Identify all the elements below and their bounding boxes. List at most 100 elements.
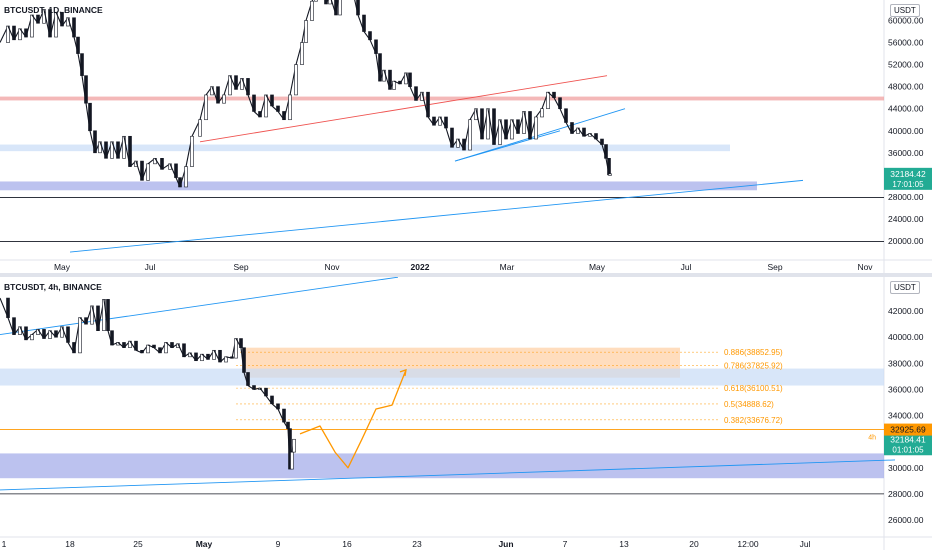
price-segment [325,0,329,5]
candle [6,25,10,43]
daily-chart-pane[interactable]: 20000.0024000.0028000.0032000.0036000.00… [0,0,932,273]
candle [30,14,34,38]
marked-price-box [884,423,932,436]
candle [426,91,430,118]
zone-resistance-zone [0,368,884,386]
candle [276,403,280,410]
last-price-box [884,167,932,190]
currency-button[interactable]: USDT [890,4,920,17]
candle [93,130,97,154]
candle [76,36,80,54]
y-tick-label: 30000.00 [888,463,924,473]
y-tick-label: 38000.00 [888,358,924,368]
candle [264,387,268,397]
x-tick-label: 7 [563,539,568,549]
y-tick-label: 36000.00 [888,148,924,158]
candle [604,144,608,159]
daily-chart-title: BTCUSDT, 1D, BINANCE [4,5,103,15]
candle [368,31,372,41]
y-tick-label: 42000.00 [888,306,924,316]
candle [216,86,220,104]
y-tick-label: 28000.00 [888,489,924,499]
candle [540,108,544,118]
x-tick-label: 9 [276,539,281,549]
candle [328,0,332,5]
x-tick-label: Jul [145,262,156,272]
4h-chart-canvas[interactable]: 0.886(38852.95) 0.786(37825.92) 0.618(3610… [0,276,932,550]
daily-chart-canvas[interactable]: 20000.0024000.0028000.0032000.0036000.00… [0,0,932,273]
x-tick-label: 13 [619,539,629,549]
candle [174,163,178,178]
candle [314,0,318,2]
fib-label-0: 0.886(38852.95) [724,348,783,357]
y-tick-label: 36000.00 [888,384,924,394]
candle [80,53,84,76]
x-tick-label: Nov [857,262,873,272]
candle [546,91,550,110]
candle [290,451,294,470]
x-tick-label: Sep [767,262,782,272]
last-price-box [884,433,932,456]
blue-channel-low [454,130,561,162]
candle [242,347,246,373]
candle [276,105,280,112]
x-tick-label: 25 [133,539,143,549]
candle [468,119,472,151]
last-price-label: 32184.41 [890,434,926,444]
candle [288,94,292,121]
y-tick-label: 20000.00 [888,236,924,246]
candle [88,102,92,132]
candle [300,42,304,65]
last-price-label: 32184.42 [890,169,926,179]
x-tick-label: May [196,539,213,549]
candle [48,9,52,38]
candle [212,349,216,360]
candle [608,173,612,176]
blue-channel [454,108,626,162]
candle [66,326,70,343]
candle [552,91,556,98]
price-segment [335,0,339,16]
candle [96,305,100,331]
long-trendline [69,179,804,253]
candle [310,0,314,21]
y-tick-label: 44000.00 [888,104,924,114]
x-tick-label: May [54,262,71,272]
fib-label-3: 0.5(34888.62) [724,400,774,409]
projection-path [299,369,407,469]
x-tick-label: Nov [324,262,340,272]
candle [224,356,228,363]
candle [286,421,290,429]
candle [292,438,296,453]
candle [600,138,604,145]
candle [24,326,28,341]
candle [294,64,298,96]
x-tick-label: Jul [800,539,811,549]
candle [534,116,538,140]
x-tick-label: 2022 [411,262,430,272]
4h-chart-pane[interactable]: 0.886(38852.95) 0.786(37825.92) 0.618(3610… [0,276,932,550]
candle [146,163,150,181]
candle [356,0,360,16]
candle [264,94,268,118]
candle [78,317,82,354]
candle [246,78,250,96]
candle [160,158,164,170]
x-tick-label: Jul [681,262,692,272]
candle [60,11,64,27]
currency-button-4h[interactable]: USDT [890,281,920,294]
y-tick-label: 52000.00 [888,60,924,70]
candle [558,97,562,110]
y-tick-label: 56000.00 [888,38,924,48]
red-trendline [199,75,608,143]
y-tick-label: 34000.00 [888,411,924,421]
candle [408,72,412,87]
candle [444,116,448,129]
candle [362,14,366,32]
candle [218,349,222,363]
candle [239,338,243,348]
pane-divider[interactable] [0,273,932,277]
projection-arrow [399,368,407,376]
candle [128,135,132,167]
4h-chart-title: BTCUSDT, 4h, BINANCE [4,282,102,292]
